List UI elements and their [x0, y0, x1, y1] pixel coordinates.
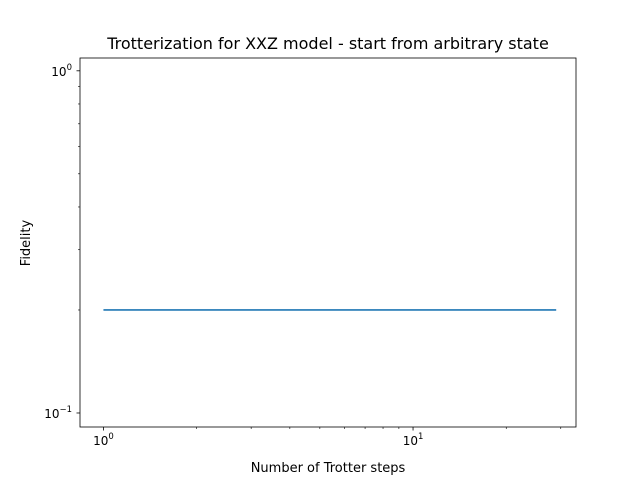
x-tick-label: 100 [93, 432, 114, 448]
y-tick-label-base: 10 [44, 407, 59, 421]
axes-frame [79, 57, 577, 428]
y-axis-label: Fidelity [19, 219, 34, 266]
y-tick-label-base: 10 [51, 65, 66, 79]
x-axis-label: Number of Trotter steps [251, 461, 406, 476]
x-tick-label: 101 [403, 432, 424, 448]
y-tick-label-exponent: −1 [59, 405, 72, 415]
x-tick-label-base: 10 [93, 434, 108, 448]
y-tick-label-exponent: 0 [67, 63, 72, 73]
x-tick-label-exponent: 0 [108, 432, 113, 442]
y-tick-label: 100 [51, 63, 72, 79]
x-tick-label-exponent: 1 [418, 432, 423, 442]
x-tick-label-base: 10 [403, 434, 418, 448]
y-tick-label: 10−1 [44, 405, 72, 421]
plot-area [79, 57, 577, 428]
chart-title: Trotterization for XXZ model - start fro… [106, 34, 549, 53]
